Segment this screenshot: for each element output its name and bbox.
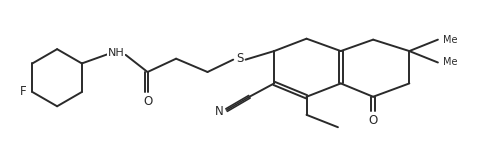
Text: O: O: [143, 95, 152, 108]
Text: Me: Me: [443, 35, 457, 45]
Text: N: N: [214, 105, 223, 118]
Text: O: O: [369, 114, 378, 127]
Text: NH: NH: [108, 48, 125, 58]
Text: Me: Me: [443, 58, 457, 67]
Text: F: F: [19, 85, 26, 99]
Text: S: S: [236, 52, 244, 65]
